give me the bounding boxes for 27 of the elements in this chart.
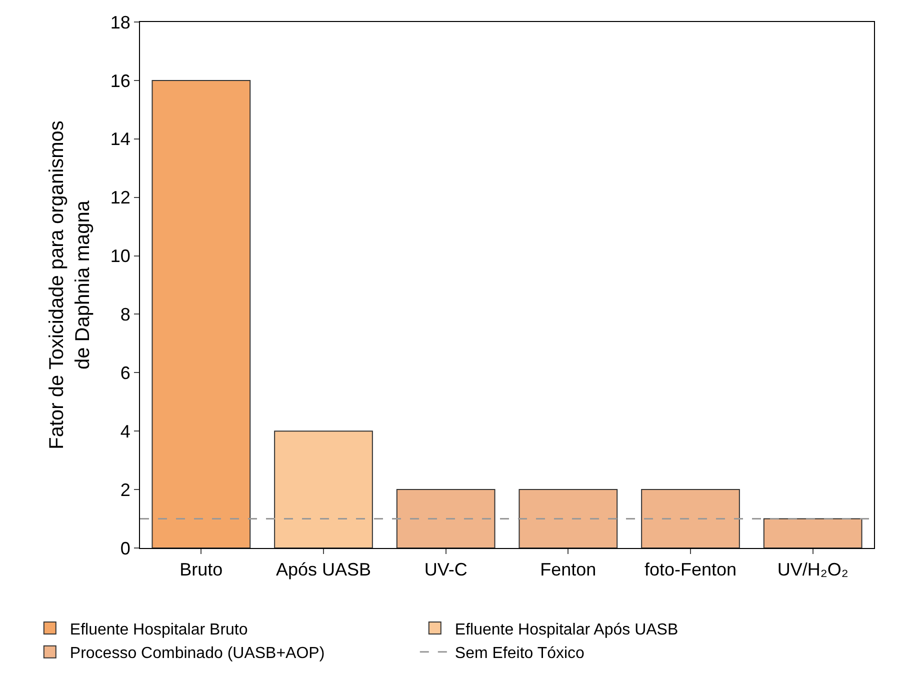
- y-tick-label: 18: [110, 12, 130, 32]
- y-tick-label: 16: [110, 70, 130, 91]
- bar: [763, 518, 862, 548]
- legend-label: Efluente Hospitalar Após UASB: [454, 621, 678, 638]
- y-tick-label: 14: [110, 129, 130, 150]
- x-tick-label: UV/H₂O₂: [777, 560, 848, 580]
- bar: [152, 80, 251, 548]
- x-tick-label: Fenton: [540, 560, 596, 580]
- y-axis-title: Fator de Toxicidade para organismos de Daphnia magna: [46, 120, 94, 450]
- bar: [274, 430, 373, 548]
- legend-label: Efluente Hospitalar Bruto: [70, 621, 248, 638]
- bar: [518, 489, 618, 548]
- y-tick-label: 6: [120, 362, 130, 383]
- bar: [641, 489, 740, 548]
- x-tick-label: foto-Fenton: [644, 560, 737, 580]
- y-tick-label: 0: [120, 538, 130, 558]
- y-tick-label: 8: [120, 304, 130, 325]
- y-tick-label: 10: [110, 246, 130, 266]
- x-tick-label: UV-C: [424, 560, 468, 580]
- legend-label: Sem Efeito Tóxico: [454, 645, 585, 662]
- legend-label: Processo Combinado (UASB+AOP): [70, 645, 325, 662]
- bar: [396, 489, 496, 548]
- y-tick-label: 4: [120, 421, 130, 442]
- x-tick-label: Após UASB: [276, 560, 372, 580]
- x-tick-label: Bruto: [180, 560, 223, 580]
- y-tick-label: 2: [120, 480, 130, 500]
- y-tick-label: 12: [110, 188, 130, 208]
